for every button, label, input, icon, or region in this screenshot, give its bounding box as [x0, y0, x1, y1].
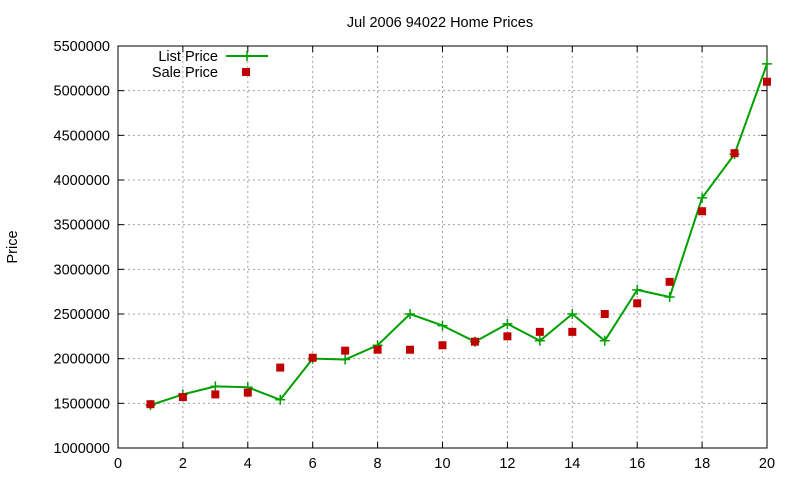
y-tick-label: 1000000	[54, 441, 110, 457]
sale-price-point	[178, 393, 187, 402]
sale-price-point	[503, 332, 512, 341]
sale-price-point	[568, 327, 577, 336]
x-tick-label: 6	[309, 456, 317, 472]
legend: List Price Sale Price	[152, 49, 268, 81]
sale-price-point	[470, 337, 479, 346]
x-tick-label: 20	[759, 456, 775, 472]
sale-price-point	[373, 345, 382, 354]
grid	[118, 46, 767, 448]
sale-price-point	[438, 341, 447, 350]
legend-label-list-price: List Price	[158, 49, 218, 65]
y-tick-label: 5000000	[54, 84, 110, 100]
list-price-point	[502, 318, 513, 329]
legend-marker-sale-price	[242, 68, 250, 76]
axis-ticks	[117, 45, 768, 449]
sale-price-point	[406, 345, 415, 354]
sale-price-point	[535, 327, 544, 336]
sale-price-point	[146, 400, 155, 409]
y-tick-label: 3500000	[54, 218, 110, 234]
list-price-point	[405, 309, 416, 319]
list-price-point	[664, 292, 675, 303]
series-line-list-price	[150, 63, 768, 407]
legend-marker-list-price	[242, 51, 252, 61]
y-tick-label: 4500000	[54, 128, 110, 144]
list-price-point	[437, 320, 448, 331]
x-tick-label: 10	[434, 456, 450, 472]
y-axis-label: Price	[5, 230, 21, 263]
list-price-point	[599, 335, 610, 346]
list-price-point	[275, 394, 286, 405]
legend-plus-marker	[242, 51, 252, 61]
y-axis-tick-labels: 1000000 1500000 2000000 2500000 3000000 35000…	[54, 39, 110, 457]
y-tick-label: 3000000	[54, 262, 110, 278]
x-tick-label: 18	[694, 456, 710, 472]
list-price-point	[762, 58, 772, 69]
x-tick-label: 16	[629, 456, 645, 472]
x-tick-label: 2	[179, 456, 187, 472]
legend-label-sale-price: Sale Price	[152, 65, 218, 81]
x-tick-label: 12	[499, 456, 515, 472]
x-tick-label: 0	[114, 456, 122, 472]
y-tick-label: 1500000	[54, 396, 110, 412]
x-tick-label: 14	[564, 456, 580, 472]
sale-price-point	[698, 207, 707, 216]
list-price-point	[567, 309, 578, 319]
sale-price-point	[341, 346, 350, 355]
list-price-point	[340, 354, 351, 365]
x-tick-label: 4	[244, 456, 252, 472]
list-price-point	[632, 284, 643, 295]
sale-price-point	[243, 388, 252, 397]
sale-price-point	[211, 390, 220, 399]
sale-price-point	[308, 353, 317, 362]
sale-price-point	[600, 310, 609, 318]
list-price-point	[210, 381, 221, 392]
sale-price-point	[763, 77, 771, 86]
sale-price-point	[633, 299, 642, 308]
y-tick-label: 4000000	[54, 173, 110, 189]
y-tick-label: 5500000	[54, 39, 110, 55]
x-tick-label: 8	[374, 456, 382, 472]
series	[145, 58, 772, 411]
y-tick-label: 2000000	[54, 352, 110, 368]
sale-price-point	[276, 363, 285, 372]
sale-price-point	[730, 149, 739, 158]
sale-price-point	[665, 277, 674, 286]
list-price-point	[697, 192, 708, 203]
list-price-point	[534, 335, 545, 346]
chart-title: Jul 2006 94022 Home Prices	[347, 15, 533, 31]
y-tick-label: 2500000	[54, 307, 110, 323]
x-axis-tick-labels: 0 2 4 6 8 10 12 14 16 18 20	[114, 456, 775, 472]
